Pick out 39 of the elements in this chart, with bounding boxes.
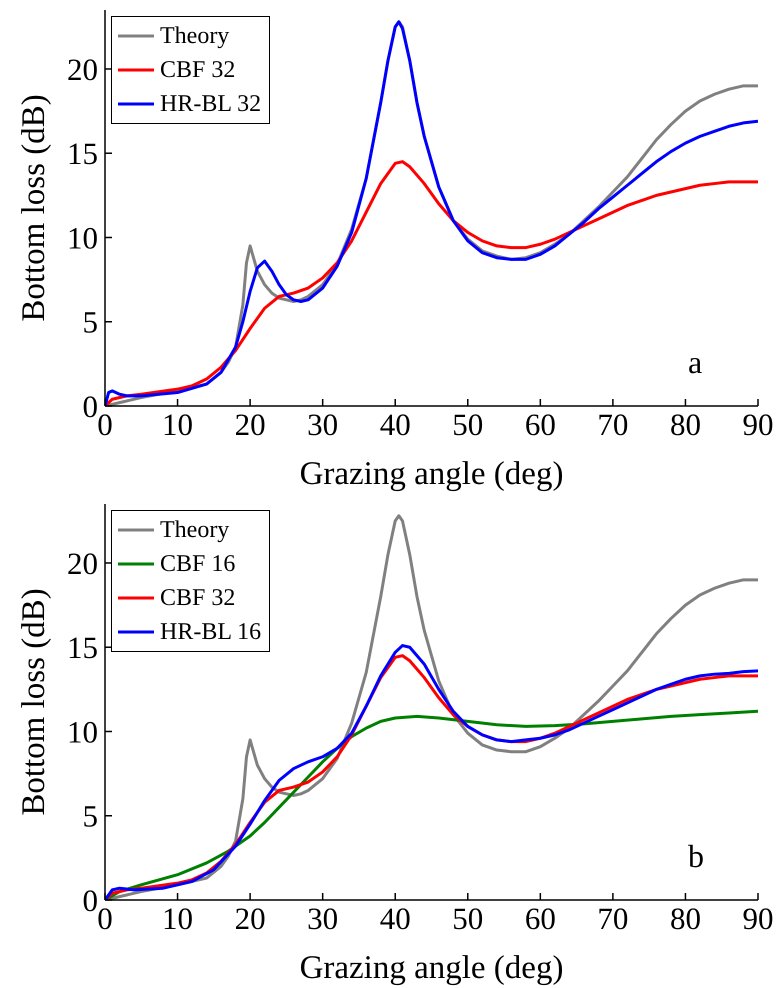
y-tick-label: 15 — [67, 136, 98, 172]
y-axis-title: Bottom loss (dB) — [16, 94, 52, 322]
x-tick-label: 40 — [380, 901, 411, 936]
annotation: a — [688, 344, 702, 381]
x-tick-label: 20 — [234, 901, 266, 936]
legend-label: CBF 32 — [160, 56, 236, 84]
x-tick-label: 50 — [452, 407, 484, 442]
legend-label: HR-BL 16 — [160, 618, 262, 646]
legend-label: Theory — [160, 22, 230, 50]
x-tick-label: 10 — [162, 407, 194, 442]
x-tick-label: 70 — [597, 407, 628, 442]
x-tick-label: 90 — [742, 901, 774, 936]
y-tick-label: 5 — [82, 798, 98, 834]
y-tick-label: 10 — [67, 220, 98, 256]
x-tick-label: 80 — [670, 407, 701, 442]
x-axis-title: Grazing angle (deg) — [300, 950, 564, 986]
legend-label: Theory — [160, 516, 230, 544]
y-tick-label: 5 — [82, 304, 98, 340]
annotation: b — [688, 838, 704, 875]
legend-label: HR-BL 32 — [160, 90, 262, 118]
x-tick-label: 40 — [380, 407, 411, 442]
y-tick-label: 10 — [67, 714, 98, 750]
x-tick-label: 10 — [162, 901, 194, 936]
y-tick-label: 20 — [67, 52, 98, 87]
x-tick-label: 30 — [307, 901, 338, 936]
y-tick-label: 15 — [67, 630, 98, 666]
y-tick-label: 20 — [67, 546, 98, 581]
legend-label: CBF 32 — [160, 584, 236, 612]
x-tick-label: 70 — [597, 901, 628, 936]
x-tick-label: 60 — [524, 901, 556, 936]
x-tick-label: 80 — [670, 901, 701, 936]
x-tick-label: 20 — [234, 407, 266, 442]
x-tick-label: 90 — [742, 407, 774, 442]
x-tick-label: 50 — [452, 901, 484, 936]
x-axis-title: Grazing angle (deg) — [300, 456, 564, 492]
legend-label: CBF 16 — [160, 550, 236, 578]
x-tick-label: 30 — [307, 407, 338, 442]
x-tick-label: 60 — [524, 407, 556, 442]
y-axis-title: Bottom loss (dB) — [16, 588, 52, 816]
